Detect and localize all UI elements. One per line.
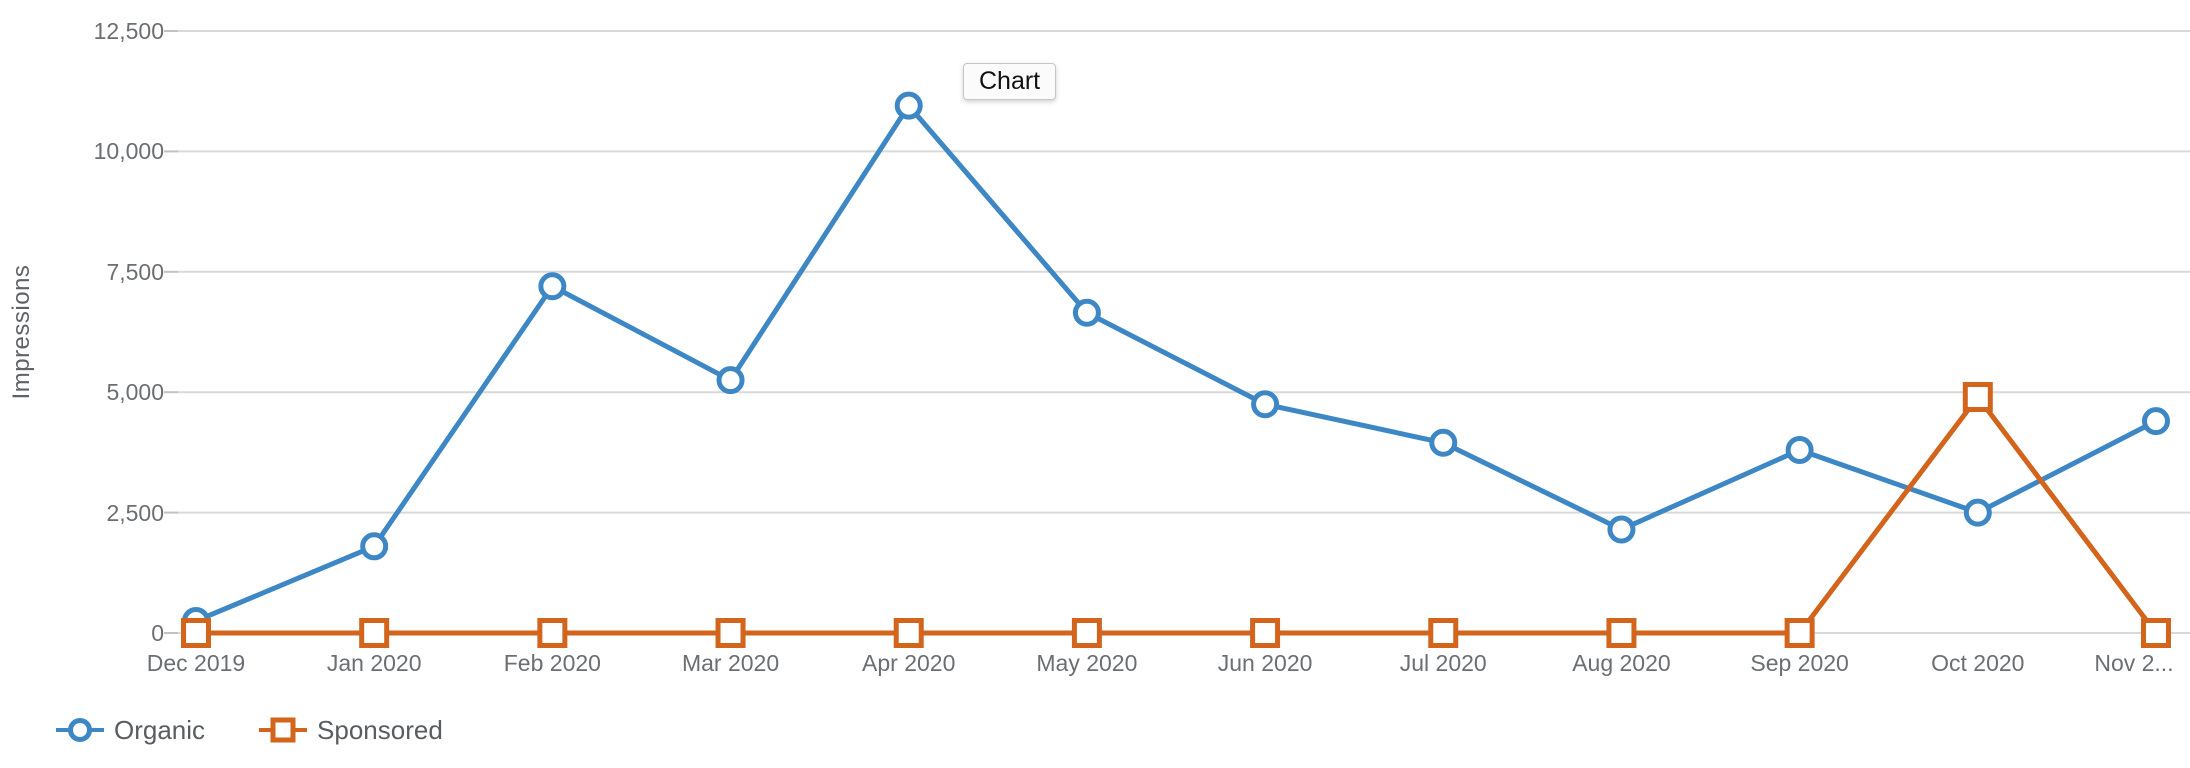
series-line-sponsored (193, 394, 2159, 636)
data-point-organic[interactable] (538, 272, 567, 301)
x-tick-label: Jun 2020 (1217, 650, 1313, 676)
y-tick-label: 7,500 (106, 258, 164, 285)
data-point-organic[interactable] (2141, 407, 2170, 436)
data-point-organic[interactable] (894, 91, 923, 120)
y-tick-label: 0 (151, 620, 164, 646)
data-point-sponsored[interactable] (181, 618, 211, 648)
x-tick-label: Sep 2020 (1750, 650, 1849, 676)
chart-tooltip: Chart (963, 63, 1057, 100)
sponsored-line-marker-icon (259, 717, 308, 743)
x-tick-label: Apr 2020 (862, 650, 956, 676)
x-tick-label: Nov 2... (2094, 650, 2174, 676)
y-tick-label: 5,000 (106, 379, 164, 406)
x-tick-label: Aug 2020 (1572, 650, 1671, 676)
chart-canvas[interactable] (0, 0, 2190, 700)
data-point-sponsored[interactable] (537, 618, 568, 648)
data-point-sponsored[interactable] (893, 618, 924, 648)
chart-tooltip-text: Chart (979, 67, 1041, 95)
y-tick-label: 12,500 (93, 18, 164, 44)
x-tick-label: Mar 2020 (681, 650, 780, 676)
x-tick-label: Jan 2020 (326, 650, 422, 676)
data-point-organic[interactable] (360, 532, 389, 561)
data-point-organic[interactable] (1963, 498, 1992, 527)
data-point-sponsored[interactable] (1071, 618, 1102, 648)
data-point-sponsored[interactable] (1962, 382, 1993, 413)
data-point-organic[interactable] (1251, 390, 1280, 419)
data-point-organic[interactable] (716, 366, 745, 395)
data-point-organic[interactable] (1785, 435, 1814, 464)
legend-item-organic[interactable]: Organic (56, 714, 205, 746)
x-tick-label: Jul 2020 (1399, 650, 1487, 676)
data-point-organic[interactable] (1607, 515, 1636, 544)
data-point-sponsored[interactable] (715, 618, 746, 648)
data-point-sponsored[interactable] (359, 618, 390, 648)
x-tick-label: Oct 2020 (1931, 650, 2025, 676)
x-tick-label: Feb 2020 (503, 650, 601, 676)
y-tick-label: 2,500 (106, 499, 164, 526)
data-point-organic[interactable] (1072, 298, 1101, 327)
data-point-sponsored[interactable] (1606, 618, 1637, 648)
legend-label-sponsored: Sponsored (317, 714, 443, 745)
x-tick-label: Dec 2019 (146, 650, 246, 676)
legend-label-organic: Organic (114, 714, 206, 745)
data-point-sponsored[interactable] (1250, 618, 1281, 648)
x-tick-label: May 2020 (1036, 650, 1138, 676)
series-line-organic (193, 103, 2159, 624)
data-point-organic[interactable] (1429, 428, 1458, 457)
chart-legend: Organic Sponsored (56, 714, 443, 746)
data-point-sponsored[interactable] (1784, 618, 1815, 648)
data-point-sponsored[interactable] (2140, 618, 2171, 648)
y-tick-label: 10,000 (93, 138, 164, 165)
data-point-sponsored[interactable] (1428, 618, 1459, 648)
legend-item-sponsored[interactable]: Sponsored (259, 714, 443, 746)
organic-line-marker-icon (56, 718, 104, 742)
